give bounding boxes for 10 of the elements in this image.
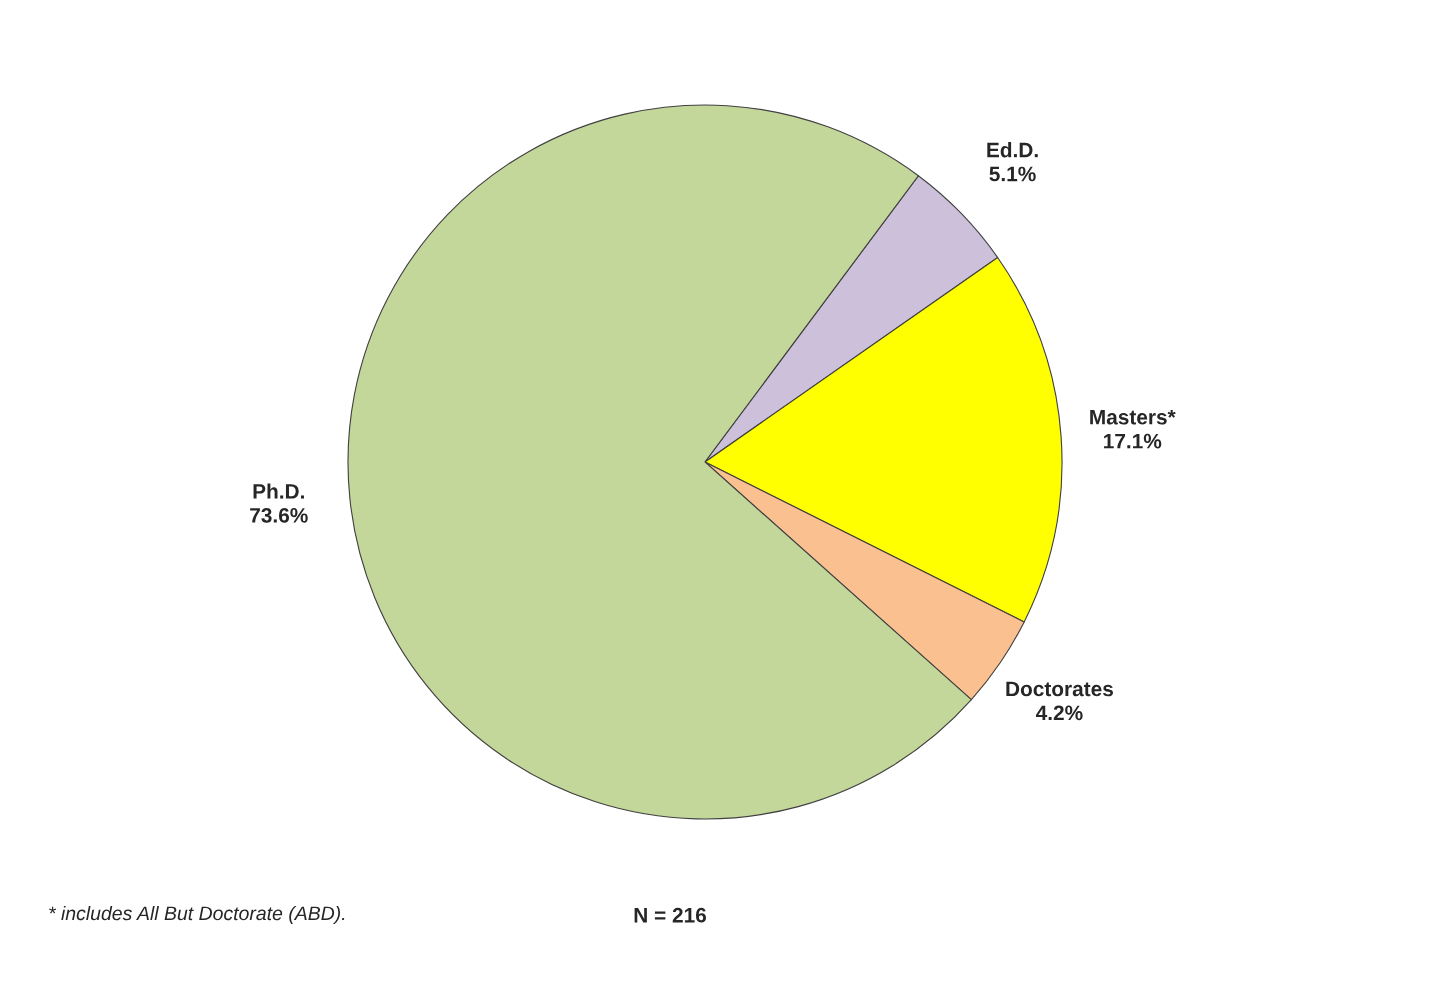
slice-label: Ph.D. — [253, 483, 304, 499]
data-label: 17.1% — [1104, 433, 1162, 449]
data-label: 4.2% — [1035, 705, 1083, 721]
slice-label: Masters* — [1090, 410, 1176, 425]
slice-label: Doctorates — [1006, 681, 1113, 697]
data-label: 5.1% — [989, 166, 1036, 182]
slice-label: Ed.D. — [987, 142, 1038, 158]
text: N = 216 — [634, 907, 707, 923]
data-label: 73.6% — [250, 507, 308, 523]
text: * includes All But Doctorate (ABD). — [49, 905, 345, 925]
